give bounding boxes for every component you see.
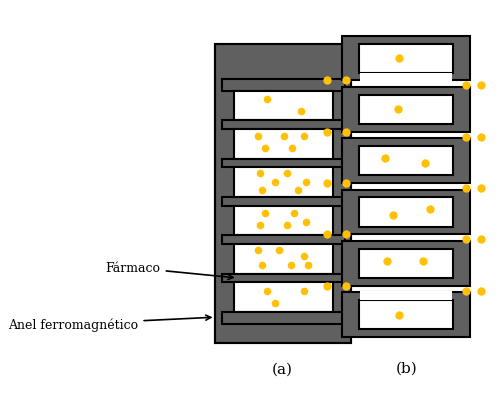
Bar — [360, 74, 452, 83]
Text: Anel ferromagnético: Anel ferromagnético — [9, 316, 211, 331]
Bar — [215, 45, 351, 343]
Bar — [234, 91, 333, 121]
Bar — [359, 300, 453, 329]
Bar — [222, 121, 346, 130]
Bar — [234, 130, 333, 159]
Bar — [342, 88, 470, 132]
Text: (b): (b) — [395, 361, 417, 375]
Bar — [360, 291, 452, 300]
Bar — [234, 168, 333, 197]
Bar — [359, 249, 453, 278]
Bar — [342, 37, 470, 81]
Bar — [222, 236, 346, 244]
Bar — [222, 159, 346, 168]
Bar — [342, 139, 470, 183]
Bar — [222, 274, 346, 282]
Bar — [234, 206, 333, 236]
Bar — [222, 197, 346, 206]
Bar — [359, 147, 453, 176]
Bar — [342, 242, 470, 286]
Bar — [234, 244, 333, 274]
Bar — [215, 45, 351, 343]
Bar — [359, 198, 453, 227]
Bar — [360, 80, 452, 83]
Bar — [359, 45, 453, 74]
Bar — [234, 282, 333, 312]
Text: (a): (a) — [272, 362, 293, 376]
Bar — [222, 79, 346, 91]
Text: Fármaco: Fármaco — [106, 261, 233, 280]
Bar — [234, 79, 333, 324]
Bar — [222, 312, 346, 324]
Bar — [342, 293, 470, 337]
Bar — [342, 190, 470, 235]
Bar — [359, 95, 453, 125]
